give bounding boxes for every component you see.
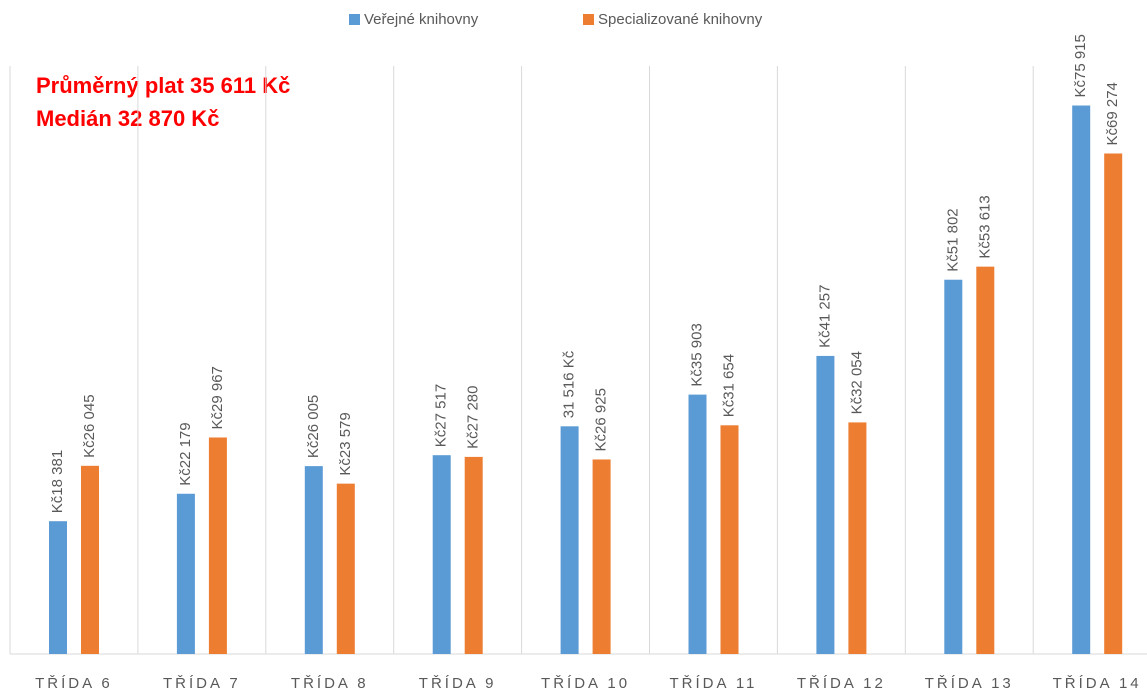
legend-swatch <box>349 14 360 25</box>
x-tick-label: TŘÍDA 12 <box>797 675 886 692</box>
value-label: Kč26 045 <box>81 394 98 457</box>
bar <box>432 455 451 654</box>
value-label: Kč26 925 <box>593 388 610 451</box>
bar <box>592 459 611 654</box>
x-tick-label: TŘÍDA 6 <box>35 675 113 692</box>
bar <box>720 425 739 654</box>
x-tick-label: TŘÍDA 11 <box>669 675 757 692</box>
value-label: Kč31 654 <box>720 354 737 417</box>
legend-label: Specializované knihovny <box>598 11 763 28</box>
bar <box>81 465 99 654</box>
bar <box>560 426 579 654</box>
value-label: Kč26 005 <box>305 395 322 458</box>
bar <box>816 355 835 654</box>
x-tick-label: TŘÍDA 14 <box>1053 675 1142 692</box>
x-tick-label: TŘÍDA 13 <box>925 675 1014 692</box>
x-tick-label: TŘÍDA 10 <box>541 675 630 692</box>
value-label: Kč35 903 <box>688 323 705 386</box>
value-label: Kč27 517 <box>433 384 450 447</box>
value-label: Kč18 381 <box>49 450 66 513</box>
value-label: Kč53 613 <box>976 195 993 258</box>
bar <box>688 394 707 654</box>
value-label: Kč23 579 <box>337 412 354 475</box>
value-label: Kč32 054 <box>848 351 865 414</box>
value-label: Kč69 274 <box>1104 82 1121 145</box>
bar <box>976 266 995 654</box>
value-label: Kč51 802 <box>944 208 961 271</box>
value-label: Kč41 257 <box>816 285 833 348</box>
legend-swatch <box>583 14 594 25</box>
bar <box>464 456 483 654</box>
annotation: Medián 32 870 Kč <box>36 106 219 131</box>
value-label: Kč29 967 <box>209 366 226 429</box>
value-label: Kč22 179 <box>177 422 194 485</box>
legend-label: Veřejné knihovny <box>364 11 479 28</box>
x-tick-label: TŘÍDA 8 <box>291 675 369 692</box>
x-tick-label: TŘÍDA 9 <box>419 675 497 692</box>
bar <box>49 521 67 654</box>
bar <box>176 493 195 654</box>
bar <box>848 422 867 654</box>
bar <box>944 279 963 654</box>
annotation: Průměrný plat 35 611 Kč <box>36 73 290 98</box>
bar <box>1072 105 1091 655</box>
bar <box>1104 153 1123 654</box>
value-label: Kč27 280 <box>465 386 482 449</box>
x-tick-label: TŘÍDA 7 <box>163 675 241 692</box>
bar <box>304 466 323 654</box>
value-label: Kč75 915 <box>1072 34 1089 97</box>
value-label: 31 516 Kč <box>561 350 578 418</box>
bar <box>208 437 227 654</box>
bar <box>336 483 355 654</box>
